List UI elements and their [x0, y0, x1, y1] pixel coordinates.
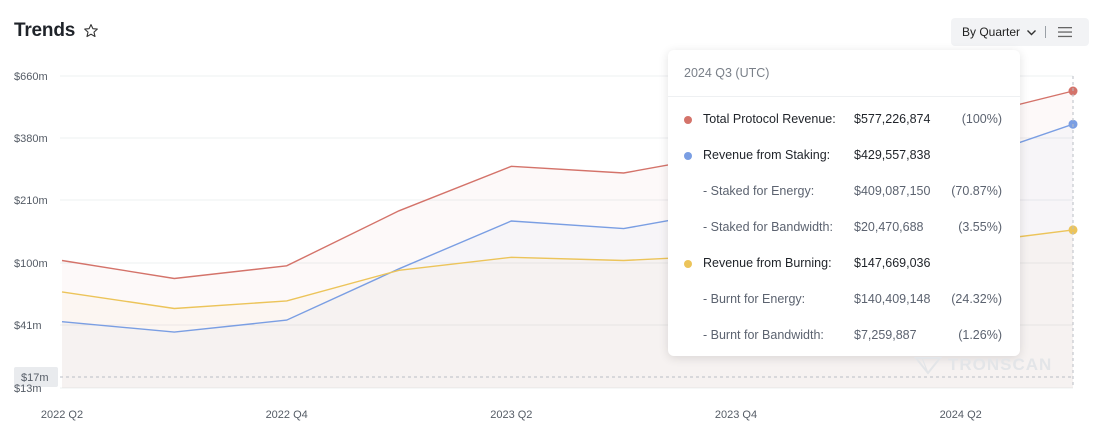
tooltip-row-value: $429,557,838 — [854, 148, 931, 162]
watermark-text: TRONSCAN — [948, 355, 1053, 374]
y-tick-label: $210m — [14, 195, 48, 207]
series-point — [1068, 225, 1078, 235]
tooltip-row-percent: (70.87%) — [951, 184, 1002, 198]
tooltip-row-label: - Burnt for Bandwidth: — [703, 328, 824, 342]
y-tick-label: $100m — [14, 258, 48, 270]
tronscan-watermark: TRONSCAN — [913, 355, 1053, 375]
crosshair-layer: $17m — [14, 76, 1074, 388]
hamburger-menu-icon[interactable] — [1058, 26, 1073, 38]
tooltip-row-label: - Staked for Energy: — [703, 184, 815, 198]
tooltip-row-value: $147,669,036 — [854, 256, 931, 270]
tooltip-row-value: $7,259,887 — [854, 328, 917, 342]
tooltip-row: - Burnt for Energy: $140,409,148 (24.32%) — [668, 290, 1020, 310]
tooltip-row-label: Revenue from Burning: — [703, 256, 832, 270]
tooltip-row-label: - Staked for Bandwidth: — [703, 220, 833, 234]
star-icon[interactable] — [83, 23, 99, 39]
tooltip-row-value: $140,409,148 — [854, 292, 931, 306]
x-tick-label: 2022 Q4 — [266, 409, 308, 421]
divider — [1045, 26, 1047, 38]
period-select-label: By Quarter — [962, 25, 1021, 39]
x-tick-label: 2022 Q2 — [41, 409, 83, 421]
page-title: Trends — [14, 20, 76, 41]
tooltip-row-value: $577,226,874 — [854, 112, 931, 126]
x-tick-label: 2023 Q2 — [490, 409, 532, 421]
tooltip-row: Revenue from Staking: $429,557,838 — [668, 146, 1020, 166]
tronscan-logo-icon — [913, 355, 943, 375]
tooltip-row-label: - Burnt for Energy: — [703, 292, 806, 306]
legend-dot-icon — [684, 260, 692, 268]
tooltip-row: Total Protocol Revenue: $577,226,874 (100%… — [668, 110, 1020, 130]
tooltip-row-percent: (24.32%) — [951, 292, 1002, 306]
y-tick-label: $660m — [14, 71, 48, 83]
tooltip-row: - Staked for Bandwidth: $20,470,688 (3.55%… — [668, 218, 1020, 238]
tooltip-row-value: $409,087,150 — [854, 184, 931, 198]
x-tick-label: 2024 Q2 — [940, 409, 982, 421]
y-tick-label: $13m — [14, 383, 42, 395]
y-tick-label: $380m — [14, 133, 48, 145]
chevron-down-icon — [1026, 27, 1037, 38]
tooltip-row-value: $20,470,688 — [854, 220, 924, 234]
tooltip-row-label: Total Protocol Revenue: — [703, 112, 836, 126]
chart-controls: By Quarter — [951, 18, 1089, 46]
tooltip-row: - Staked for Energy: $409,087,150 (70.87%) — [668, 182, 1020, 202]
y-tick-label: $41m — [14, 320, 42, 332]
tooltip-row-label: Revenue from Staking: — [703, 148, 831, 162]
tooltip-divider — [668, 96, 1020, 97]
tooltip-row: Revenue from Burning: $147,669,036 — [668, 254, 1020, 274]
tooltip-row-percent: (100%) — [961, 112, 1002, 126]
tooltip-title: 2024 Q3 (UTC) — [684, 66, 770, 80]
tooltip-row-percent: (1.26%) — [958, 328, 1002, 342]
label-layer: $660m $380m $210m $100m $41m $13m 2022 Q2 2022 … — [14, 71, 982, 421]
period-select[interactable]: By Quarter — [951, 18, 1045, 46]
series-point — [1068, 86, 1078, 96]
crosshair-label-bg — [14, 367, 58, 387]
legend-dot-icon — [684, 152, 692, 160]
chart-tooltip: 2024 Q3 (UTC) Total Protocol Revenue: $57… — [668, 50, 1020, 356]
tooltip-row-percent: (3.55%) — [958, 220, 1002, 234]
crosshair-label: $17m — [21, 372, 49, 384]
chart-title-bar: Trends — [14, 20, 99, 42]
legend-dot-icon — [684, 116, 692, 124]
tooltip-row: - Burnt for Bandwidth: $7,259,887 (1.26%) — [668, 326, 1020, 346]
x-tick-label: 2023 Q4 — [715, 409, 757, 421]
